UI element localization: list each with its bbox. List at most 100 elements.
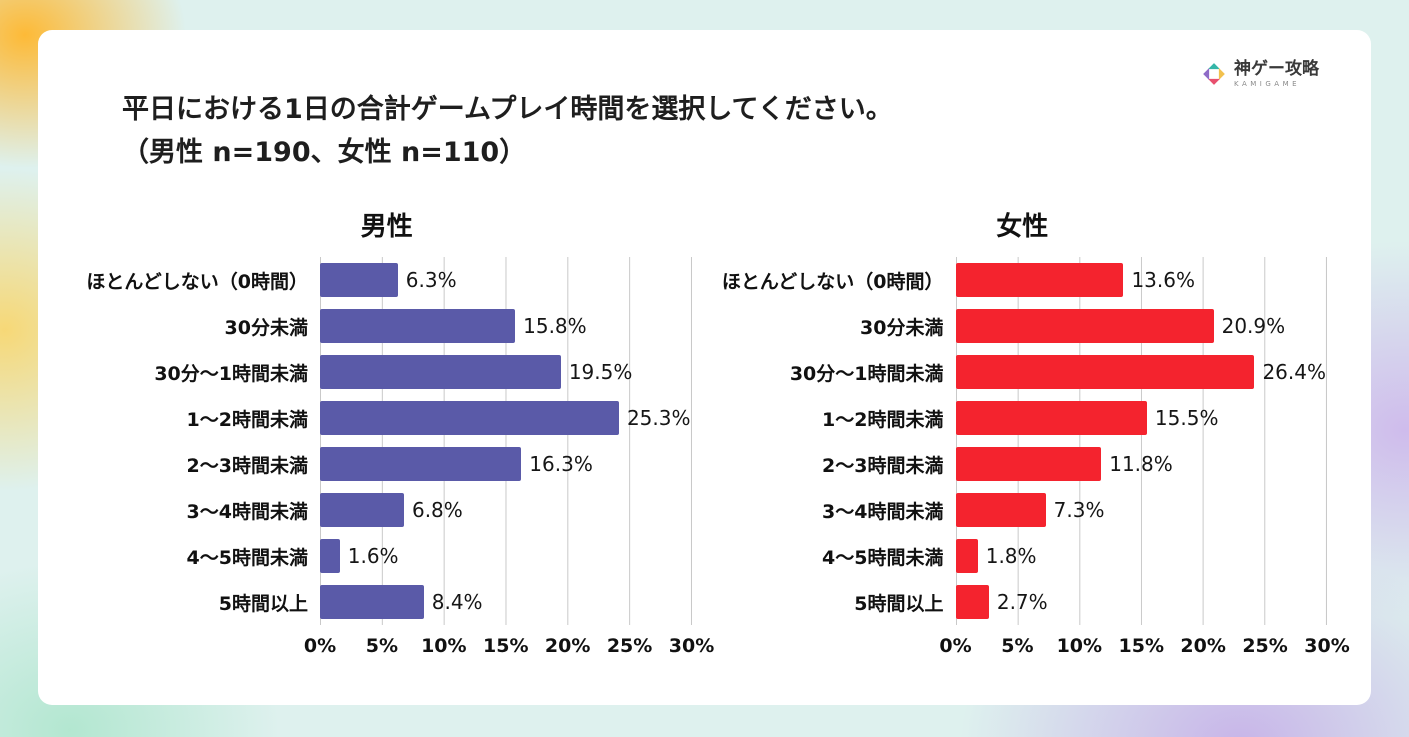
category-label: 30分未満	[860, 316, 944, 339]
bar	[320, 585, 424, 620]
category-label: 30分未満	[224, 316, 308, 339]
category-label: 3〜4時間未満	[822, 500, 944, 523]
bar	[320, 355, 561, 390]
bar-value-label: 13.6%	[1131, 268, 1195, 293]
bar-row: 1.6%	[320, 533, 691, 579]
axis-tick-label: 10%	[1056, 635, 1103, 658]
bar-value-label: 6.8%	[411, 498, 463, 523]
bar-value-label: 7.3%	[1053, 498, 1105, 523]
bar-value-label: 15.8%	[523, 314, 587, 339]
category-label: ほとんどしない（0時間）	[86, 270, 308, 293]
plot-area: 13.6% 20.9% 26.4% 15.5% 11.8% 7.3% 1.8% 2.7%	[955, 257, 1327, 626]
axis-tick-label: 20%	[544, 635, 591, 658]
axis-tick-label: 25%	[1242, 635, 1288, 658]
bar-row: 6.3%	[320, 257, 691, 303]
bar	[955, 309, 1214, 344]
kamigame-logo-text: 神ゲー攻略 KAMIGAME	[1234, 59, 1319, 88]
bar-row: 2.7%	[955, 579, 1327, 625]
bar-value-label: 26.4%	[1262, 360, 1326, 385]
bar-row: 20.9%	[955, 303, 1327, 349]
axis-tick-label: 15%	[483, 635, 529, 658]
chart-male: 男性 ほとんどしない（0時間） 30分未満 30分〜1時間未満 1〜2時間未満 2〜3時…	[82, 206, 714, 663]
axis-tick-label: 5%	[365, 635, 399, 658]
axis-tick-label: 20%	[1180, 635, 1226, 658]
axis-tick-label: 30%	[1304, 635, 1350, 658]
bar	[320, 309, 516, 344]
bar	[955, 585, 989, 620]
bar	[320, 493, 404, 528]
axis-tick-label: 0%	[939, 635, 972, 658]
kamigame-logo-icon	[1203, 62, 1225, 85]
category-label: 4〜5時間未満	[822, 546, 944, 569]
axis-tick-label: 0%	[303, 635, 337, 658]
bar	[955, 401, 1147, 436]
survey-title-line2: （男性 n=190、女性 n=110）	[122, 137, 527, 169]
axis-spacer	[718, 635, 956, 663]
chart-title-male: 男性	[360, 212, 413, 243]
bar-row: 1.8%	[955, 533, 1327, 579]
chart-title-female: 女性	[996, 212, 1049, 243]
plot-area: 6.3% 15.8% 19.5% 25.3% 16.3% 6.8% 1.6% 8.4%	[320, 257, 692, 626]
axis-tick-label: 10%	[421, 635, 467, 658]
bar-value-label: 1.8%	[985, 544, 1037, 569]
category-label: 2〜3時間未満	[186, 454, 308, 477]
bar-value-label: 6.3%	[405, 268, 457, 293]
category-label: 4〜5時間未満	[186, 546, 308, 569]
bar	[955, 447, 1102, 482]
category-label: 3〜4時間未満	[186, 500, 308, 523]
bar-row: 6.8%	[320, 487, 691, 533]
axis-spacer	[82, 635, 320, 663]
bar-row: 19.5%	[320, 349, 691, 395]
bar	[955, 493, 1046, 528]
bar-value-label: 8.4%	[431, 590, 483, 615]
category-label: 5時間以上	[854, 592, 944, 615]
bar-row: 13.6%	[955, 257, 1327, 303]
category-labels: ほとんどしない（0時間） 30分未満 30分〜1時間未満 1〜2時間未満 2〜3時間未満…	[718, 257, 956, 625]
bar-row: 15.5%	[955, 395, 1327, 441]
chart-body: ほとんどしない（0時間） 30分未満 30分〜1時間未満 1〜2時間未満 2〜3時間未満…	[718, 257, 1327, 626]
axis-ticks: 0% 5% 10% 15% 20% 25% 30%	[304, 635, 714, 663]
axis-tick-label: 5%	[1001, 635, 1034, 658]
bar	[955, 539, 978, 574]
bar-row: 15.8%	[320, 303, 691, 349]
category-label: 30分〜1時間未満	[154, 362, 308, 385]
survey-title: 平日における1日の合計ゲームプレイ時間を選択してください。 （男性 n=190、…	[122, 88, 1327, 174]
logo-name: 神ゲー攻略	[1234, 59, 1319, 79]
bar-value-label: 1.6%	[347, 544, 399, 569]
x-axis: 0% 5% 10% 15% 20% 25% 30%	[82, 635, 714, 663]
chart-body: ほとんどしない（0時間） 30分未満 30分〜1時間未満 1〜2時間未満 2〜3時間未満…	[82, 257, 692, 626]
bar-value-label: 11.8%	[1109, 452, 1173, 477]
bar-row: 25.3%	[320, 395, 691, 441]
bar-row: 16.3%	[320, 441, 691, 487]
survey-card: 神ゲー攻略 KAMIGAME 平日における1日の合計ゲームプレイ時間を選択してく…	[38, 30, 1371, 705]
bar	[320, 539, 340, 574]
kamigame-logo: 神ゲー攻略 KAMIGAME	[1201, 59, 1319, 88]
axis-ticks: 0% 5% 10% 15% 20% 25% 30%	[939, 635, 1349, 663]
bar-row: 26.4%	[955, 349, 1326, 395]
bar-value-label: 19.5%	[568, 360, 633, 385]
bar-row: 11.8%	[955, 441, 1327, 487]
bar	[320, 401, 619, 436]
bar-row: 7.3%	[955, 487, 1327, 533]
category-label: 2〜3時間未満	[822, 454, 944, 477]
bar	[320, 263, 398, 298]
bar	[955, 263, 1124, 298]
bar	[320, 447, 522, 482]
bar-row: 8.4%	[320, 579, 691, 625]
chart-female: 女性 ほとんどしない（0時間） 30分未満 30分〜1時間未満 1〜2時間未満 2〜3時…	[718, 206, 1350, 663]
axis-tick-label: 30%	[668, 635, 715, 658]
bar-value-label: 2.7%	[996, 590, 1048, 615]
category-label: 1〜2時間未満	[822, 408, 944, 431]
x-axis: 0% 5% 10% 15% 20% 25% 30%	[718, 635, 1349, 663]
logo-subtitle: KAMIGAME	[1234, 79, 1301, 88]
bar-value-label: 16.3%	[529, 452, 593, 477]
category-labels: ほとんどしない（0時間） 30分未満 30分〜1時間未満 1〜2時間未満 2〜3時間未満…	[82, 257, 320, 625]
bar-value-label: 25.3%	[626, 406, 691, 431]
survey-title-line1: 平日における1日の合計ゲームプレイ時間を選択してください。	[122, 94, 893, 125]
charts-container: 男性 ほとんどしない（0時間） 30分未満 30分〜1時間未満 1〜2時間未満 2〜3時…	[82, 206, 1350, 663]
category-label: 30分〜1時間未満	[789, 362, 944, 385]
category-label: 5時間以上	[218, 592, 308, 615]
category-label: 1〜2時間未満	[186, 408, 308, 431]
bar-value-label: 20.9%	[1221, 314, 1286, 339]
